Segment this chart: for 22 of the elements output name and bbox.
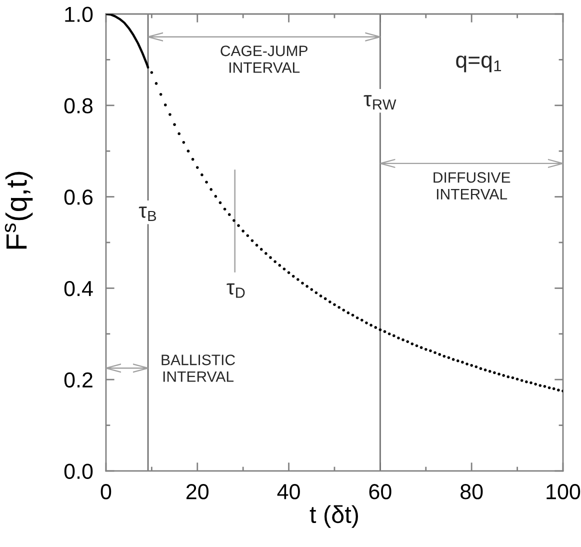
ref-line-label: τ$_{B}$ bbox=[138, 206, 156, 221]
annotation: DIFFUSIVE INTERVAL bbox=[434, 172, 510, 200]
y-tick-label: 1.0 bbox=[65, 6, 93, 22]
x-tick-label: 20 bbox=[186, 484, 209, 500]
y-tick-label: 0.0 bbox=[64, 464, 93, 479]
y-tick-label: 0.2 bbox=[64, 372, 92, 388]
x-tick-label: 100 bbox=[546, 484, 580, 500]
y-tick-label: 0.8 bbox=[64, 98, 93, 114]
y-axis-title: F$^{s}$(q,t) bbox=[4, 172, 33, 249]
annotation: q=q$_{1}$ bbox=[456, 56, 502, 72]
x-axis-title: t (δt) bbox=[310, 505, 358, 528]
annotation: τ$_{D}$ bbox=[226, 283, 245, 298]
y-tick-label: 0.4 bbox=[64, 280, 93, 296]
annotation: BALLISTIC INTERVAL bbox=[162, 354, 235, 382]
x-tick-label: 40 bbox=[277, 484, 300, 500]
x-tick-label: 80 bbox=[460, 484, 483, 500]
y-tick-label: 0.6 bbox=[64, 190, 93, 205]
line-series bbox=[106, 14, 150, 69]
ref-line-label: τ$_{RW}$ bbox=[364, 95, 396, 110]
x-tick-label: 0 bbox=[100, 484, 112, 500]
annotation: CAGE-JUMP INTERVAL bbox=[220, 46, 308, 73]
x-tick-label: 60 bbox=[369, 484, 392, 500]
